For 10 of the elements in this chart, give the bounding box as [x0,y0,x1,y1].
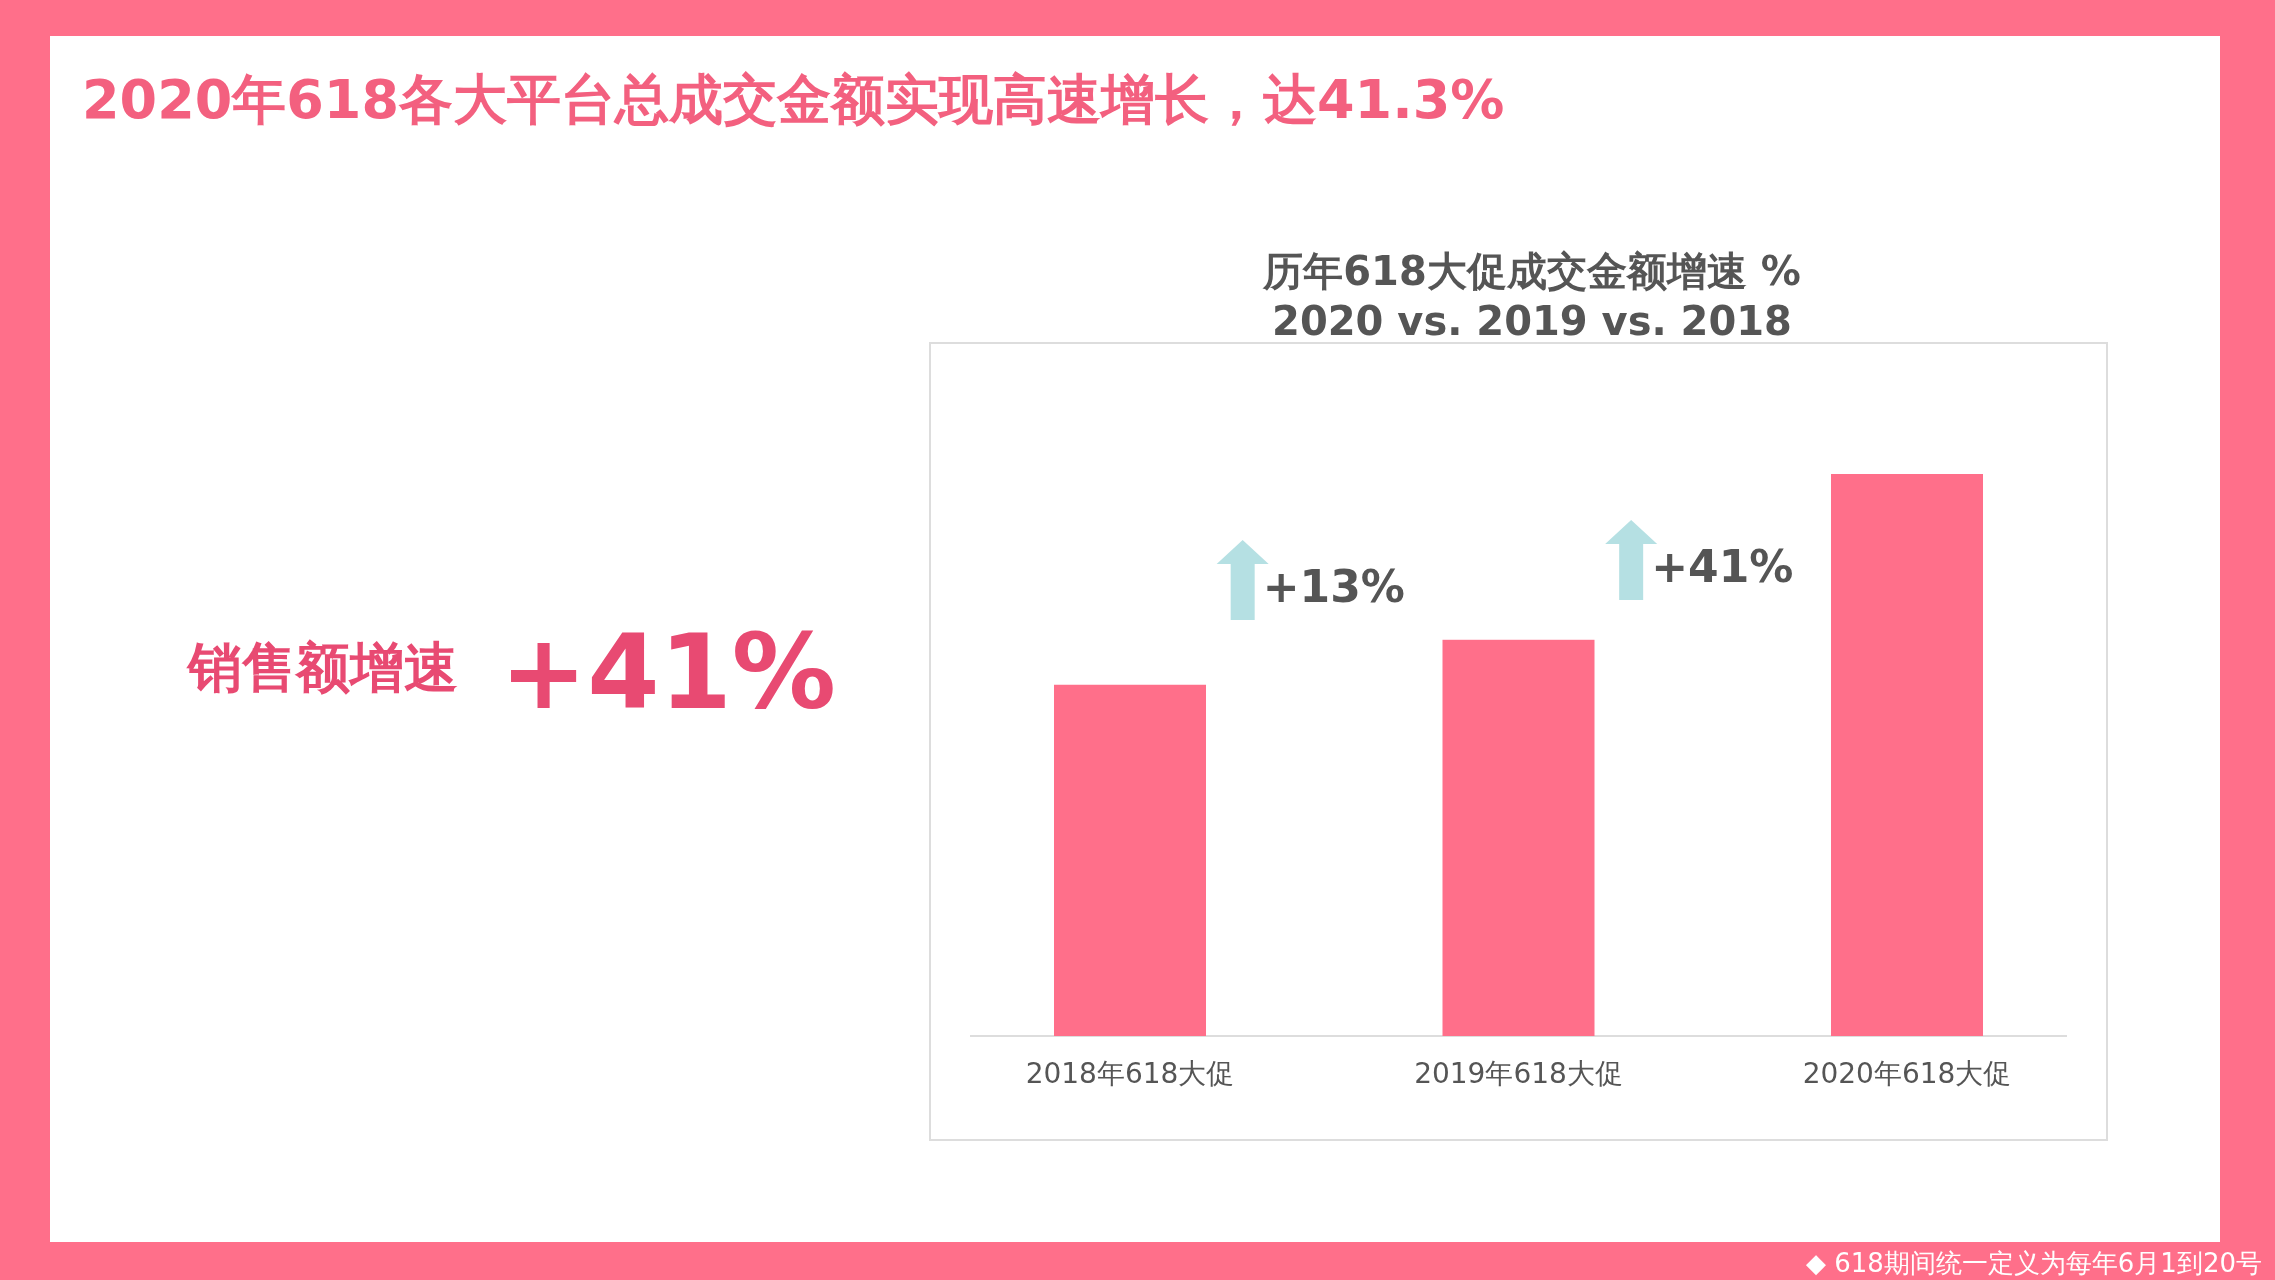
chart-title: 2020年618各大平台总成交金额实现高速增长，达41.3% [82,68,1505,131]
annotation: +13% [1262,561,1405,612]
x-tick-label: 2018年618大促 [1025,1057,1235,1090]
annotation: +41% [1651,541,1794,592]
x-tick-label: 2020年618大促 [1802,1057,2012,1090]
chart-subtitle: 历年618大促成交金额增速 % 2020 vs. 2019 vs. 2018 [1262,248,1801,344]
text: 销售额增速 [186,636,458,699]
text: ◆ 618期间统一定义为每年6月1到20号 [1805,1248,2262,1278]
text: +41% [500,611,837,733]
x-tick-label: 2019年618大促 [1414,1057,1623,1090]
